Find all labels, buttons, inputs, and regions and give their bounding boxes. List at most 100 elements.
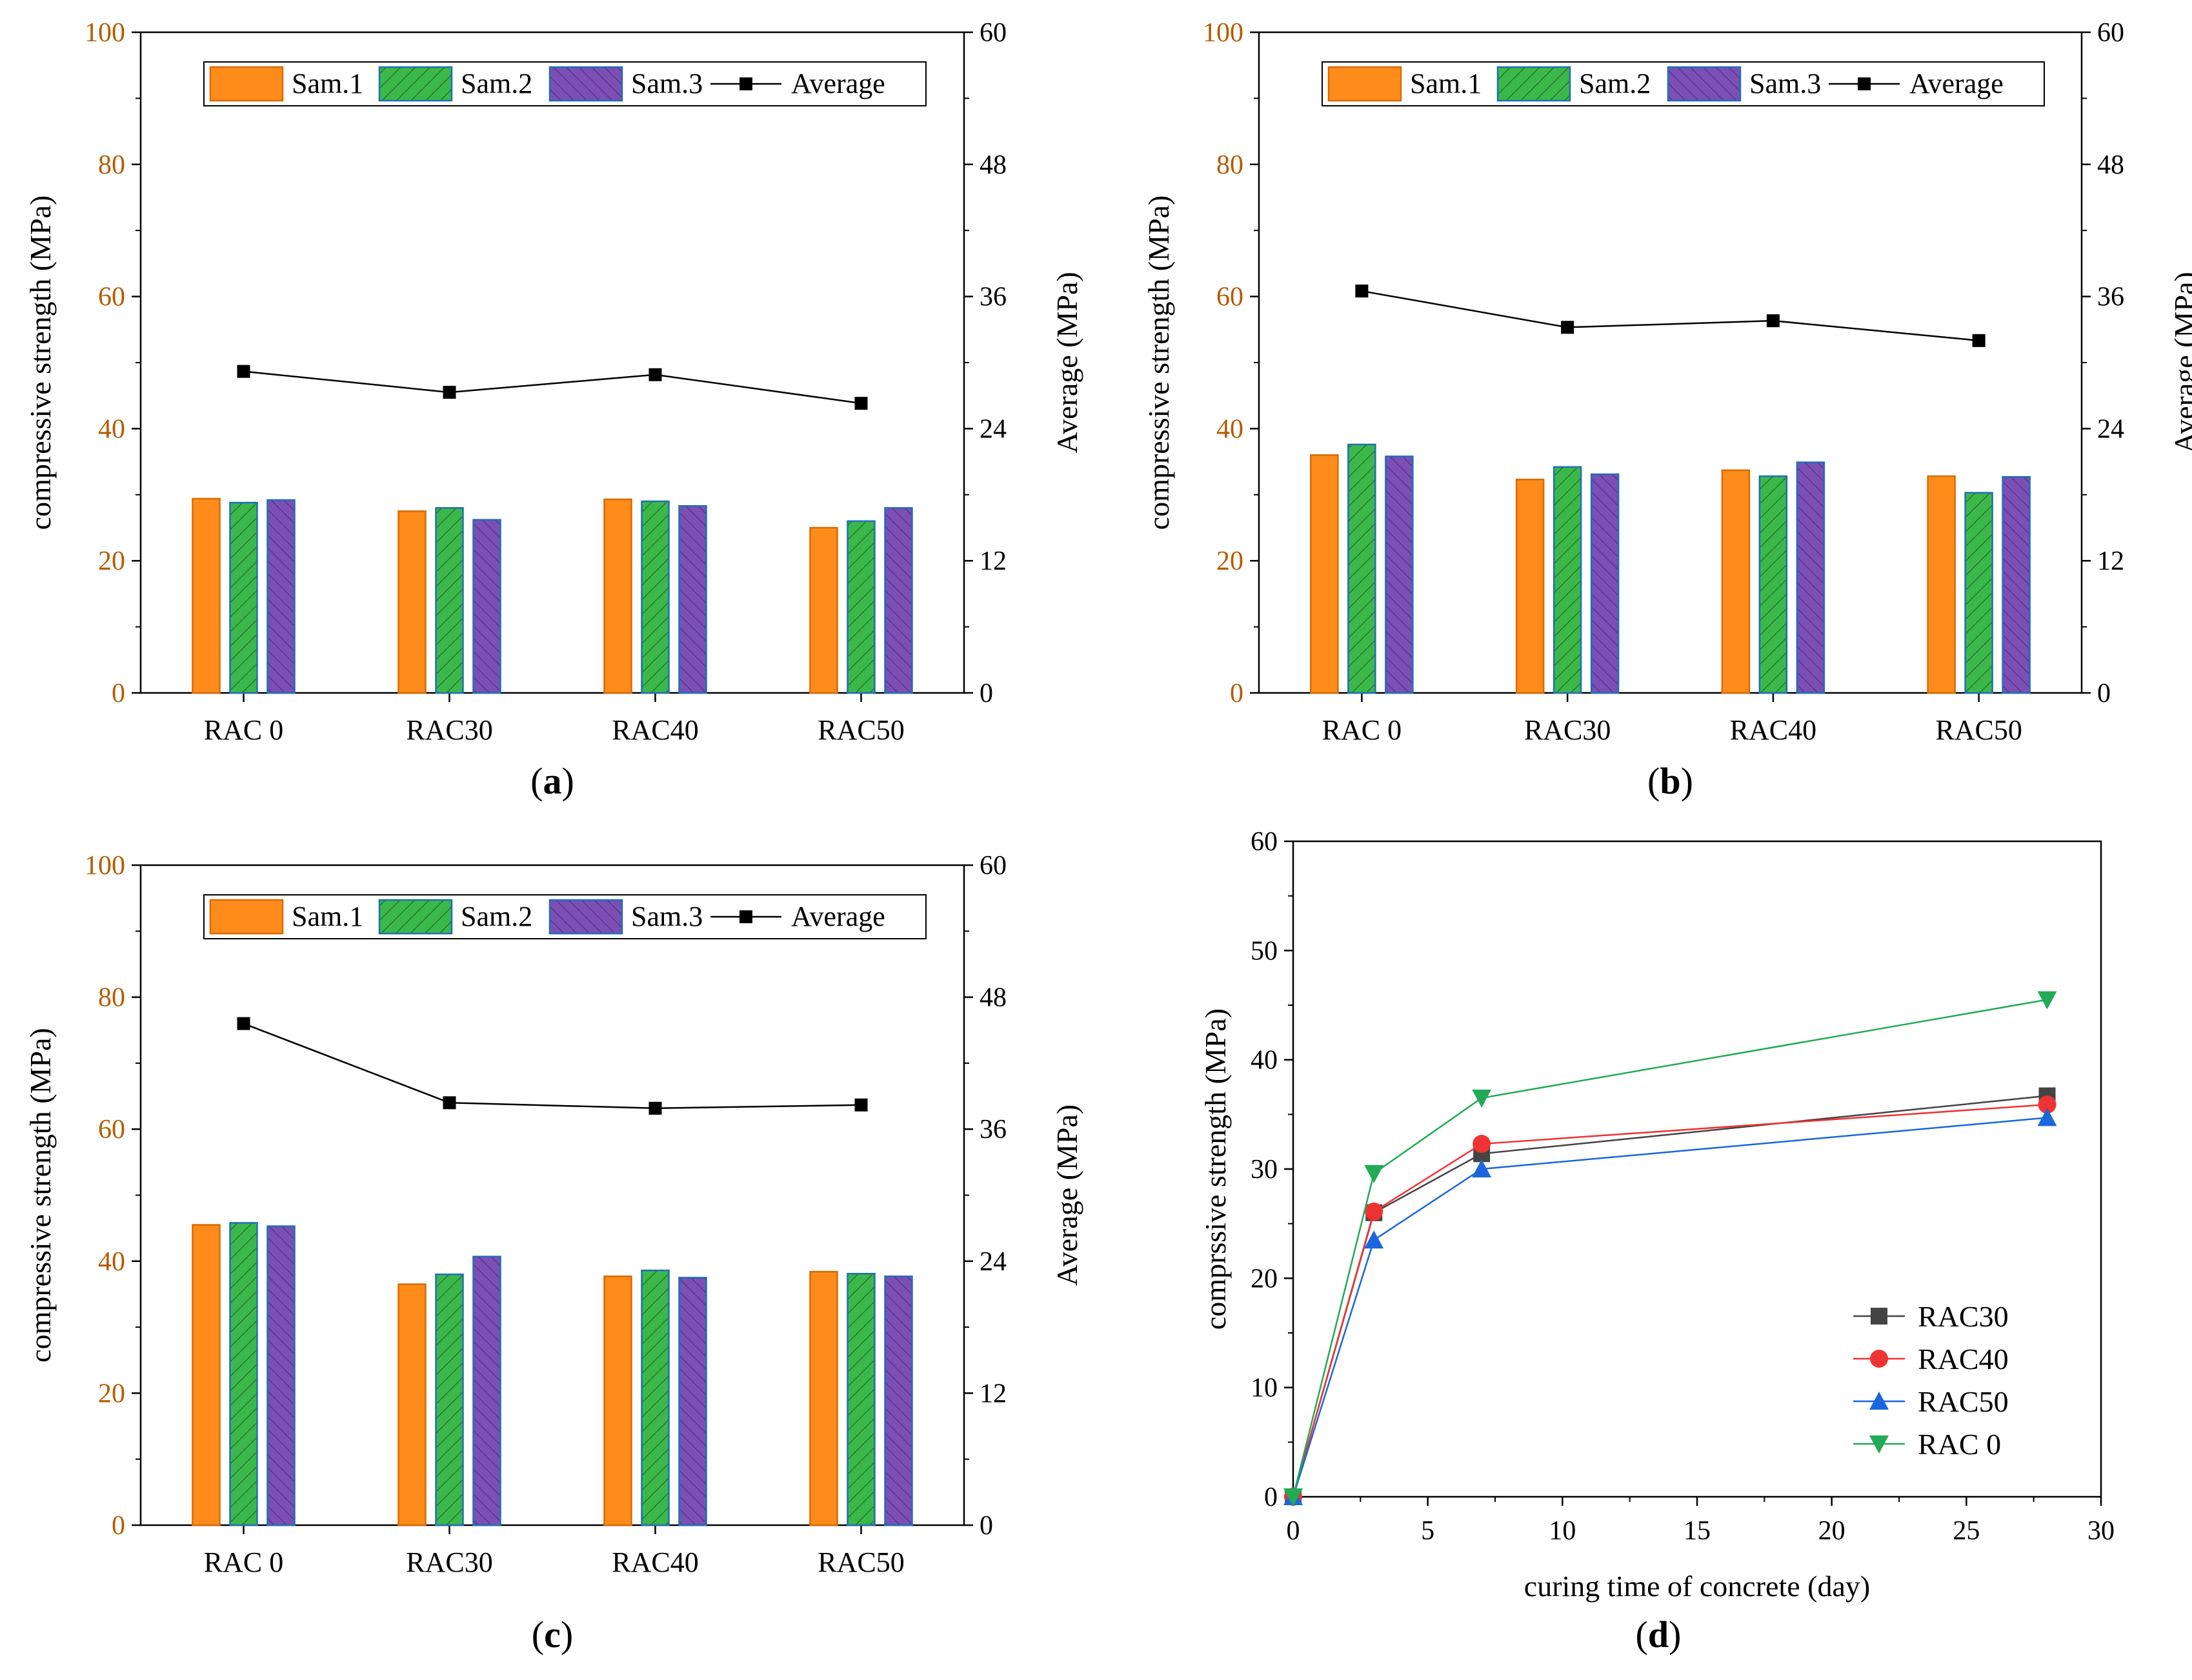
caption-part: a bbox=[543, 760, 562, 802]
x-tick-label: 0 bbox=[1287, 1516, 1300, 1546]
y-tick-label: 10 bbox=[1251, 1374, 1278, 1403]
y-tick-label: 20 bbox=[1251, 1264, 1278, 1294]
x-tick-label: RAC50 bbox=[1935, 714, 2022, 746]
series-line-rac0 bbox=[1292, 999, 2047, 1497]
y-tick-label-right: 24 bbox=[980, 414, 1007, 444]
y-tick-label-right: 48 bbox=[980, 150, 1007, 180]
point-rac40 bbox=[1473, 1135, 1491, 1154]
x-tick-label: RAC50 bbox=[818, 714, 904, 746]
y-tick-label-right: 24 bbox=[2097, 414, 2124, 444]
bar-sam1 bbox=[603, 1275, 632, 1526]
average-marker bbox=[237, 1017, 250, 1030]
point-rac0 bbox=[1283, 1488, 1303, 1506]
bar-sam1 bbox=[809, 1270, 838, 1526]
bar-sam2 bbox=[229, 501, 258, 694]
point-rac0 bbox=[1364, 1165, 1384, 1183]
bar-sam3 bbox=[678, 1277, 707, 1526]
bar-sam3 bbox=[472, 1255, 501, 1526]
bar-sam3 bbox=[266, 1225, 296, 1526]
y-tick-label-left: 40 bbox=[98, 1247, 125, 1277]
panel-a-chart: 0 20 40 60 80 100 0 12 24 36 48 60 compressive stren… bbox=[24, 18, 1083, 802]
y-axis-title: comprssive strength (MPa) bbox=[1199, 1008, 1232, 1330]
y-tick-label-left: 80 bbox=[98, 983, 125, 1013]
legend-average-marker bbox=[739, 77, 752, 90]
series-line-rac50 bbox=[1292, 1117, 2047, 1497]
y-tick-label: 0 bbox=[1264, 1483, 1278, 1512]
y-axis-title-left: compressive strength (MPa) bbox=[24, 1028, 57, 1363]
legend-swatch bbox=[209, 66, 284, 102]
y-tick-label-left: 100 bbox=[1203, 18, 1243, 48]
point-rac0 bbox=[2037, 991, 2057, 1010]
y-tick-label: 30 bbox=[1251, 1155, 1278, 1185]
y-tick-label-left: 20 bbox=[98, 546, 125, 576]
legend-swatch bbox=[378, 899, 453, 935]
bar-sam3 bbox=[884, 1275, 913, 1526]
bar-sam2 bbox=[435, 507, 464, 694]
legend-label: RAC30 bbox=[1918, 1300, 2009, 1333]
caption-part: c bbox=[544, 1614, 561, 1655]
y-tick-label-right: 60 bbox=[980, 851, 1007, 881]
legend-label: Sam.2 bbox=[461, 901, 532, 932]
y-tick-label-left: 0 bbox=[112, 679, 125, 708]
average-line bbox=[243, 1023, 861, 1110]
average-marker bbox=[854, 1098, 868, 1112]
bar-sam1 bbox=[603, 498, 632, 694]
bar-sam3 bbox=[1590, 473, 1620, 694]
average-line bbox=[243, 370, 861, 405]
legend-average-marker bbox=[1858, 77, 1871, 90]
caption-part: ( bbox=[1647, 760, 1660, 802]
legend-marker bbox=[1871, 1308, 1887, 1325]
x-tick-label: RAC 0 bbox=[204, 714, 283, 746]
caption-part: ) bbox=[561, 1614, 573, 1655]
average-marker bbox=[649, 1101, 662, 1115]
y-tick-label-left: 40 bbox=[1216, 414, 1243, 444]
caption-part: ( bbox=[532, 1614, 544, 1655]
legend-label: Sam.2 bbox=[1579, 68, 1651, 99]
x-tick-label: RAC30 bbox=[406, 1546, 492, 1578]
bar-sam1 bbox=[1927, 475, 1956, 694]
x-tick-label: RAC30 bbox=[1524, 714, 1611, 746]
average-marker bbox=[237, 365, 250, 378]
legend-label: Sam.2 bbox=[461, 68, 532, 99]
bar-sam2 bbox=[1964, 492, 1993, 694]
point-rac40 bbox=[1365, 1203, 1383, 1221]
point-rac0 bbox=[1472, 1089, 1492, 1108]
y-tick-label-left: 0 bbox=[112, 1511, 125, 1541]
panel-caption: (a) bbox=[530, 760, 574, 802]
y-tick-label-left: 0 bbox=[1230, 679, 1243, 708]
legend-swatch bbox=[1496, 66, 1571, 102]
x-tick-label: 5 bbox=[1421, 1516, 1434, 1546]
average-marker bbox=[443, 386, 456, 399]
y-tick-label-right: 48 bbox=[980, 983, 1007, 1013]
caption-part: ) bbox=[1681, 760, 1693, 802]
average-marker bbox=[1972, 334, 1986, 347]
y-tick-label-right: 12 bbox=[2097, 546, 2124, 576]
bar-sam2 bbox=[641, 1269, 670, 1526]
y-tick-label-right: 36 bbox=[980, 283, 1007, 312]
x-tick-label: 30 bbox=[2087, 1516, 2115, 1546]
legend-label: RAC40 bbox=[1918, 1343, 2009, 1375]
legend-label: Average bbox=[1909, 68, 2004, 99]
bar-sam2 bbox=[1347, 443, 1376, 694]
legend-label: RAC50 bbox=[1918, 1385, 2009, 1418]
bar-sam2 bbox=[1553, 466, 1582, 694]
y-tick-label-left: 20 bbox=[98, 1379, 125, 1408]
caption-part: ) bbox=[1669, 1614, 1681, 1655]
bar-sam1 bbox=[397, 510, 427, 694]
legend-label: RAC 0 bbox=[1918, 1428, 2001, 1461]
legend-swatch bbox=[1667, 66, 1742, 102]
point-rac50 bbox=[2037, 1108, 2057, 1126]
plot-frame bbox=[1258, 31, 2083, 694]
y-axis-title-left: compressive strength (MPa) bbox=[24, 195, 57, 530]
y-tick-label-right: 48 bbox=[2097, 150, 2124, 180]
y-tick-label: 60 bbox=[1251, 827, 1278, 857]
x-tick-label: RAC 0 bbox=[1322, 714, 1402, 746]
y-tick-label-right: 0 bbox=[980, 1511, 993, 1541]
y-tick-label-left: 60 bbox=[98, 1115, 125, 1145]
y-axis-title-right: Average (MPa) bbox=[2168, 272, 2192, 453]
y-tick-label-right: 12 bbox=[980, 546, 1007, 576]
panel-c-chart: 0 20 40 60 80 100 0 12 24 36 48 60 compressive stren… bbox=[24, 851, 1083, 1655]
caption-part: b bbox=[1660, 760, 1680, 802]
bar-sam1 bbox=[1310, 454, 1339, 694]
